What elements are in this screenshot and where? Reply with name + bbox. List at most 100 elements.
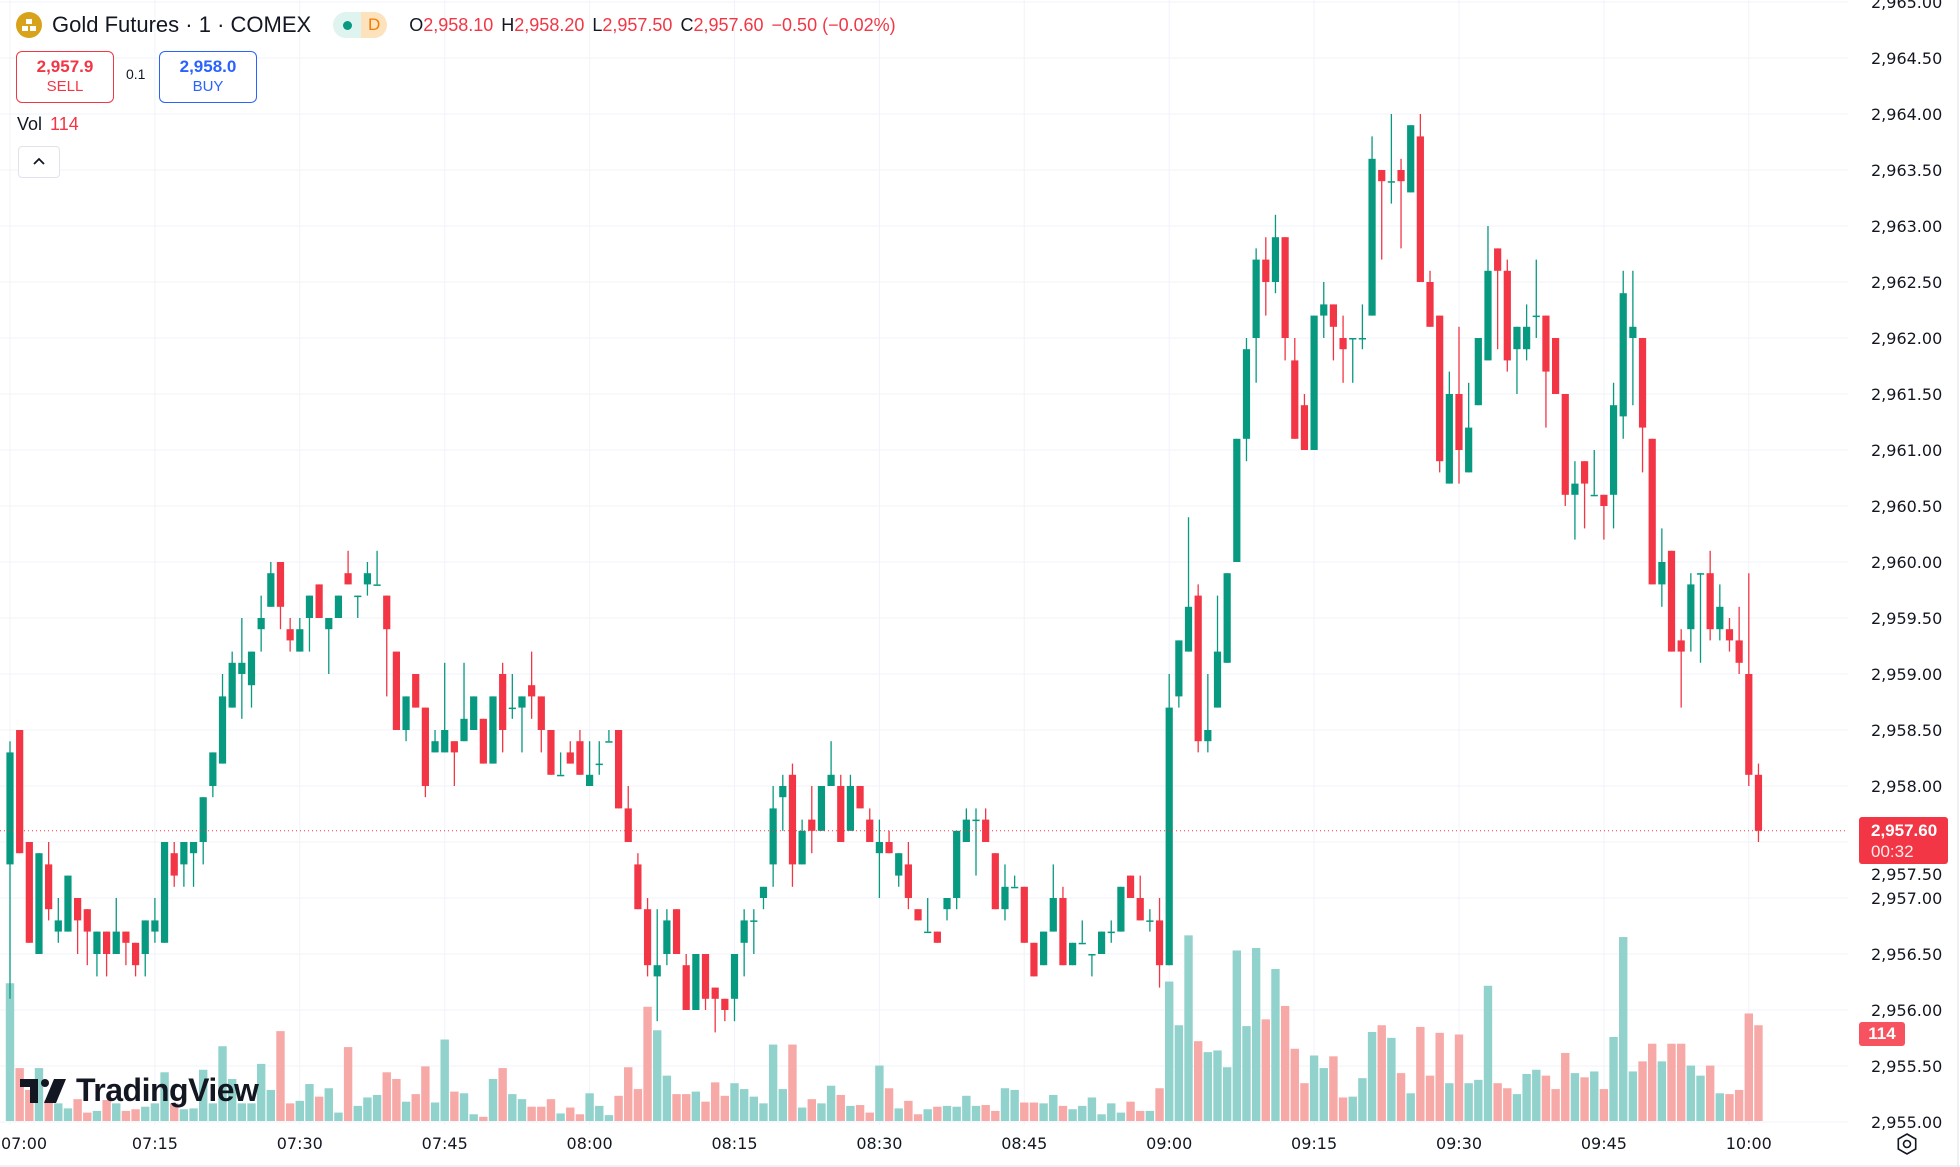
collapse-legend-button[interactable] (18, 146, 60, 178)
price-tick-label: 2,960.50 (1871, 497, 1942, 516)
candle-down (412, 674, 420, 708)
volume-bar (5, 983, 15, 1121)
sell-button[interactable]: 2,957.9 SELL (16, 51, 114, 103)
candle-body (1040, 931, 1048, 966)
candle-up (962, 808, 970, 842)
candle-body (1020, 886, 1028, 943)
candle-body (672, 909, 681, 954)
candle-body (1696, 573, 1705, 575)
candle-down (1503, 259, 1511, 372)
volume-bar (537, 1106, 546, 1121)
time-axis[interactable] (0, 1125, 1848, 1167)
candle-body (276, 562, 285, 607)
candle-body (643, 909, 652, 966)
candle-up (1716, 584, 1724, 641)
volume-bar (1358, 1078, 1367, 1121)
volume-bar (1300, 1083, 1309, 1121)
candle-body (1619, 293, 1627, 417)
candle-body (1349, 338, 1357, 340)
price-tick-label: 2,956.50 (1871, 945, 1942, 964)
candle-body (1532, 315, 1540, 318)
candle-body (1030, 942, 1038, 977)
candle-up (827, 741, 835, 786)
volume-bar (334, 1112, 343, 1121)
candle-body (721, 998, 729, 1010)
volume-bar (585, 1093, 594, 1121)
candle-up (209, 752, 217, 798)
tradingview-watermark[interactable]: TradingView (20, 1072, 259, 1109)
close-value: 2,957.60 (693, 14, 764, 35)
candle-body (1136, 898, 1144, 921)
time-tick-label: 09:00 (1146, 1134, 1192, 1153)
candle-body (199, 797, 207, 842)
candle-down (1638, 338, 1647, 473)
volume-bar (1648, 1043, 1657, 1121)
candle-down (1339, 315, 1347, 383)
low-label: L (592, 14, 603, 35)
volume-bar (411, 1094, 420, 1121)
candle-down (1706, 550, 1714, 641)
candle-body (701, 954, 710, 999)
candle-body (83, 909, 91, 932)
volume-bar (1203, 1052, 1213, 1121)
candle-body (286, 629, 294, 641)
sell-label: SELL (46, 78, 84, 95)
price-tick-label: 2,960.00 (1871, 553, 1942, 572)
candle-body (218, 696, 227, 764)
candle-down (103, 931, 111, 977)
candle-down (421, 707, 429, 798)
volume-bar (749, 1096, 759, 1121)
volume-bar (1396, 1073, 1406, 1121)
candle-body (325, 618, 333, 630)
volume-bar (44, 1100, 53, 1121)
candle-body (576, 741, 584, 775)
candle-down (624, 786, 632, 842)
market-status-badge[interactable]: D (333, 12, 388, 38)
candle-up (402, 696, 410, 742)
volume-bar (1348, 1096, 1357, 1121)
volume-bar (363, 1097, 372, 1121)
candle-body (837, 786, 845, 842)
price-tick-label: 2,955.50 (1871, 1057, 1942, 1076)
candle-up (508, 674, 516, 719)
volume-bar (672, 1094, 681, 1121)
candle-up (895, 853, 903, 887)
volume-bar (1512, 1094, 1522, 1121)
candle-up (180, 842, 188, 887)
candle-body (953, 830, 961, 898)
candle-up (953, 830, 961, 910)
gear-icon[interactable] (1893, 1130, 1921, 1158)
candle-body (1252, 259, 1260, 338)
volume-legend[interactable]: Vol 114 (17, 114, 79, 135)
price-axis[interactable] (1848, 0, 1960, 1167)
volume-bar (836, 1094, 845, 1121)
volume-bar (83, 1112, 92, 1121)
candle-up (1310, 315, 1318, 450)
candle-down (383, 595, 391, 697)
candle-body (933, 931, 941, 943)
candle-body (1561, 394, 1569, 495)
tradingview-logo-icon (20, 1078, 66, 1103)
buy-button[interactable]: 2,958.0 BUY (159, 51, 257, 103)
volume-bar (305, 1084, 314, 1121)
candle-body (866, 819, 874, 842)
volume-bar (894, 1108, 903, 1121)
buy-price: 2,958.0 (179, 57, 237, 76)
symbol-title[interactable]: Gold Futures · 1 · COMEX (52, 12, 312, 37)
bar-countdown: 00:32 (1871, 842, 1914, 861)
candle-down (1455, 326, 1463, 484)
candle-body (1658, 562, 1666, 585)
price-tick-label: 2,959.50 (1871, 609, 1942, 628)
volume-legend-value: 114 (50, 114, 79, 134)
candle-body (209, 752, 217, 786)
candle-body (1329, 304, 1338, 327)
candle-body (1011, 886, 1019, 889)
volume-bar (865, 1112, 874, 1121)
volume-bar (199, 1069, 208, 1121)
candle-up (1097, 931, 1106, 954)
candle-body (1638, 338, 1647, 428)
candle-body (798, 830, 806, 865)
candle-body (296, 629, 304, 652)
volume-bar (1532, 1069, 1541, 1121)
